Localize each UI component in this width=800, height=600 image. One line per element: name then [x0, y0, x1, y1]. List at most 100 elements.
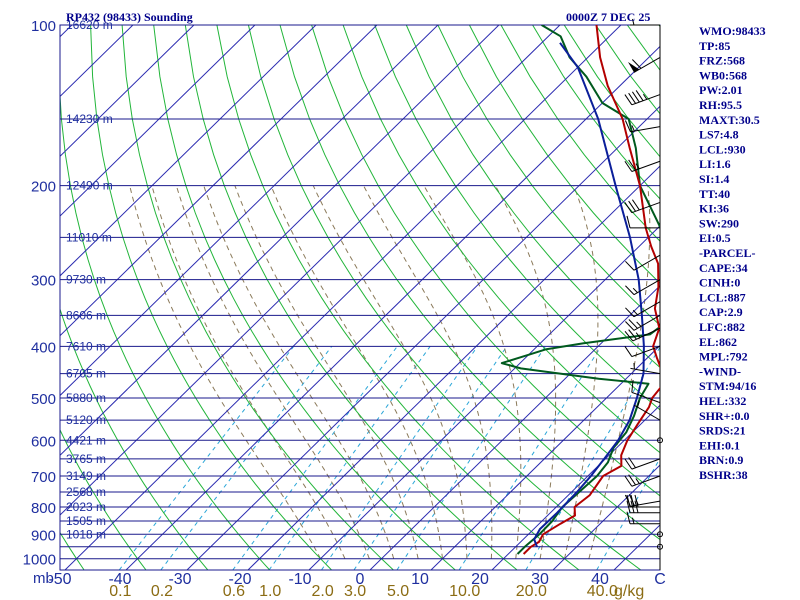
temperature-tick-label: 10: [411, 571, 429, 588]
wind-barb: [625, 279, 661, 296]
calm-wind-circle: [657, 437, 663, 444]
wind-barb-full: [624, 160, 633, 172]
isotherm-line: [308, 225, 660, 570]
wind-barb-shaft: [633, 279, 661, 296]
wind-barb: [624, 474, 661, 487]
dry-adiabat-line: [216, 25, 580, 570]
mixing-ratio-label: 0.2: [151, 583, 173, 600]
calm-wind-circle: [657, 543, 663, 550]
wind-barb-half: [632, 287, 638, 293]
dry-adiabat-line: [405, 25, 660, 369]
mixing-ratio-label: 10.0: [449, 583, 480, 600]
wind-barb-full: [630, 500, 635, 513]
temperature-tick-label: 20: [471, 571, 489, 588]
height-label: 14230 m: [66, 112, 113, 126]
pressure-tick-label: 700: [31, 469, 56, 486]
height-label: 1018 m: [66, 527, 106, 541]
stability-index: BSHR:38: [699, 468, 748, 482]
temperature-tick-label: -10: [288, 571, 311, 588]
wind-barb-half: [636, 321, 642, 327]
stability-index: LCL:887: [699, 290, 746, 304]
temperature-tick-label: -30: [168, 571, 191, 588]
plot-frame: [59, 24, 661, 571]
pressure-tick-label: 600: [31, 433, 56, 450]
profile-lines: [500, 25, 660, 555]
stability-index: TP:85: [699, 39, 730, 53]
isotherm-line: [369, 284, 660, 570]
dry-adiabat-line: [532, 25, 660, 200]
mixing-ratio-line: [118, 346, 295, 570]
wind-barb-shaft: [631, 391, 661, 404]
pressure-tick-label: 500: [31, 391, 56, 408]
mixing-ratio-label: 2.0: [311, 583, 333, 600]
wind-barb: [630, 18, 660, 26]
wind-barb: [657, 437, 663, 444]
wind-barb: [625, 254, 661, 271]
temperature-tick-label: -20: [228, 571, 251, 588]
height-label: 6705 m: [66, 367, 106, 381]
wind-barb-full: [631, 199, 640, 211]
wind-barb-half: [635, 332, 641, 338]
height-label: 2568 m: [66, 485, 106, 499]
dry-adiabat-line: [153, 25, 456, 570]
wind-barb-half: [637, 401, 640, 408]
dry-adiabat-line: [754, 25, 800, 570]
isotherm-line: [60, 25, 256, 217]
mixing-ratio-label: 5.0: [387, 583, 409, 600]
wind-barb: [624, 345, 661, 358]
height-label: 3149 m: [66, 469, 106, 483]
wind-barb: [626, 494, 660, 508]
height-label: 4421 m: [66, 433, 106, 447]
temperature-tick-label: -40: [108, 571, 131, 588]
wind-barb-full: [628, 319, 638, 329]
pressure-tick-label: 900: [31, 527, 56, 544]
wind-barb: [631, 380, 661, 404]
height-label: 5120 m: [66, 413, 106, 427]
wind-barb: [624, 159, 661, 172]
wind-barb-full: [624, 94, 633, 106]
stability-index: WMO:98433: [699, 24, 766, 38]
height-label: 3765 m: [66, 452, 106, 466]
stability-index: LI:1.6: [699, 157, 731, 171]
stability-index: EL:862: [699, 335, 737, 349]
wind-barb-shaft: [633, 301, 661, 318]
wind-barb-full: [626, 511, 631, 524]
height-label: 12490 m: [66, 179, 113, 193]
dry-adiabat-line: [90, 25, 332, 570]
height-label: 7610 m: [66, 339, 106, 353]
isobars: [59, 24, 661, 571]
wind-barb-shaft: [630, 500, 661, 507]
stability-index: SI:1.4: [699, 172, 729, 186]
mixing-ratio-label: 0.1: [109, 583, 131, 600]
pressure-tick-label: 300: [31, 273, 56, 290]
mixing-ratio-label: 3.0: [344, 583, 366, 600]
isotherm-line: [0, 25, 11, 570]
wind-barb-full: [628, 474, 636, 486]
wind-barb: [633, 401, 661, 421]
mixing-ratio-label: 20.0: [516, 583, 547, 600]
temperature-tick-label: C: [654, 571, 666, 588]
wind-barb-full: [626, 215, 631, 229]
wind-barb-full: [628, 200, 636, 212]
stability-index: EI:0.5: [699, 231, 731, 245]
wind-barb-full: [624, 202, 633, 213]
wind-barb-full: [628, 457, 636, 469]
isotherm-line: [60, 25, 195, 157]
stability-indices-panel: WMO:98433TP:85FRZ:568WB0:568PW:2.01RH:95…: [699, 24, 766, 482]
wind-barb: [657, 531, 663, 538]
wind-barb-full: [625, 260, 635, 271]
wind-barb-shaft: [631, 160, 661, 172]
wind-barb-full: [625, 307, 635, 318]
stability-index: LFC:882: [699, 320, 745, 334]
stability-index: BRN:0.9: [699, 453, 743, 467]
wind-barb: [624, 199, 661, 214]
mixing-ratio-line: [396, 346, 546, 570]
wind-barb-full: [626, 500, 631, 513]
height-label: 9730 m: [66, 273, 106, 287]
wind-barb-full: [624, 346, 633, 357]
stability-index: SRDS:21: [699, 424, 746, 438]
wind-barb-full: [624, 331, 634, 342]
height-label: 5880 m: [66, 391, 106, 405]
mixing-ratio-lines: [118, 346, 660, 570]
